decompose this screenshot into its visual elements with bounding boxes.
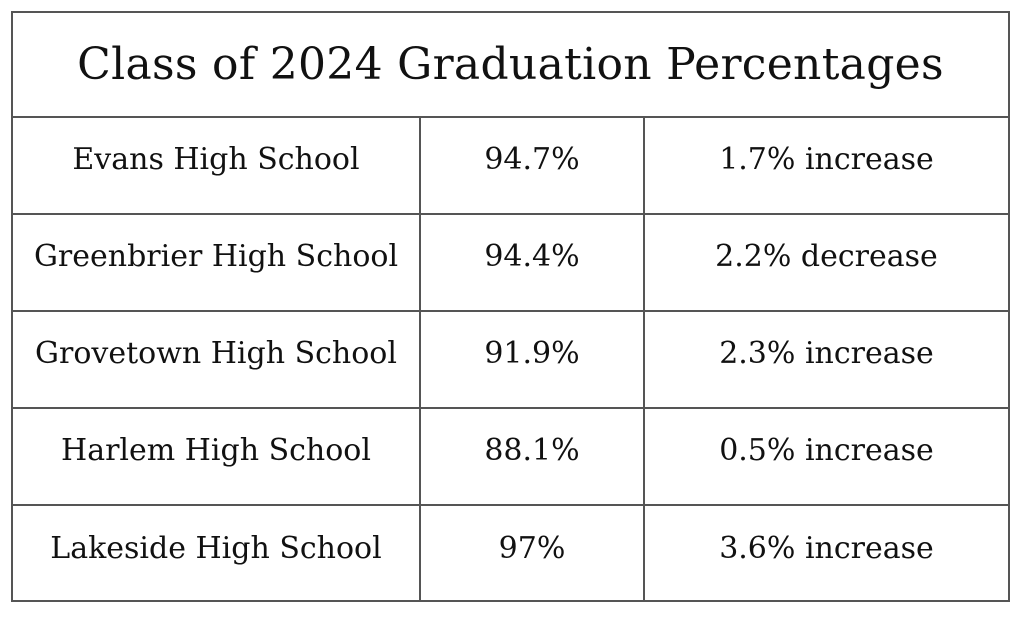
school-name-cell: Evans High School bbox=[13, 118, 421, 213]
change-cell: 1.7% increase bbox=[719, 142, 934, 177]
table-title-row: Class of 2024 Graduation Percentages bbox=[13, 13, 1008, 118]
table-row: Greenbrier High School 94.4% 2.2% decrea… bbox=[13, 215, 1008, 312]
school-name-cell: Grovetown High School bbox=[13, 312, 421, 407]
table-row: Lakeside High School 97% 3.6% increase bbox=[13, 506, 1008, 602]
school-name-cell: Harlem High School bbox=[13, 409, 421, 504]
graduation-percentage-cell: 91.9% bbox=[421, 312, 645, 407]
change-cell: 2.3% increase bbox=[719, 336, 934, 371]
change-cell: 2.2% decrease bbox=[715, 239, 938, 274]
graduation-percentage-cell: 94.7% bbox=[421, 118, 645, 213]
table-row: Evans High School 94.7% 1.7% increase bbox=[13, 118, 1008, 215]
table-title: Class of 2024 Graduation Percentages bbox=[77, 39, 944, 90]
change-cell: 3.6% increase bbox=[719, 530, 934, 566]
table-row: Grovetown High School 91.9% 2.3% increas… bbox=[13, 312, 1008, 409]
graduation-percentage-cell: 94.4% bbox=[421, 215, 645, 310]
graduation-table: Class of 2024 Graduation Percentages Eva… bbox=[11, 11, 1010, 602]
table-row: Harlem High School 88.1% 0.5% increase bbox=[13, 409, 1008, 506]
table-body: Evans High School 94.7% 1.7% increase Gr… bbox=[13, 118, 1008, 602]
school-name-cell: Lakeside High School bbox=[13, 506, 421, 602]
change-cell: 0.5% increase bbox=[719, 433, 934, 468]
school-name-cell: Greenbrier High School bbox=[13, 215, 421, 310]
graduation-percentage-cell: 97% bbox=[421, 506, 645, 602]
graduation-percentage-cell: 88.1% bbox=[421, 409, 645, 504]
